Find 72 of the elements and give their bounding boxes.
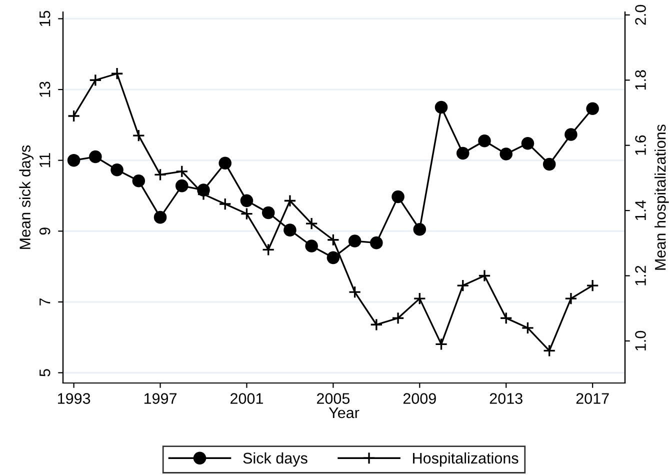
point: [521, 322, 534, 334]
point: [218, 198, 232, 210]
y2-tick-label: 1.0: [635, 330, 646, 350]
point: [110, 163, 124, 176]
point: [348, 234, 362, 248]
point: [370, 318, 383, 332]
point: [392, 190, 404, 204]
point: [370, 236, 383, 250]
point: [218, 156, 232, 170]
point: [305, 240, 318, 252]
legend-label: Hospitalizations: [413, 452, 518, 467]
point: [434, 100, 448, 114]
y2-tick-label: 1.4: [635, 200, 646, 220]
x-axis-title: Year: [328, 408, 360, 418]
y-tick-label: 7: [40, 298, 50, 306]
point: [262, 206, 275, 220]
point: [478, 134, 491, 148]
point: [154, 210, 167, 224]
point: [586, 102, 599, 116]
point: [262, 243, 275, 256]
point: [456, 146, 470, 160]
x-tick-label: 2005: [316, 393, 350, 404]
point: [132, 129, 146, 142]
point: [456, 279, 470, 292]
y-tick-label: 15: [40, 10, 50, 26]
point: [284, 194, 296, 208]
point: [89, 74, 102, 87]
point: [413, 222, 426, 236]
point: [500, 312, 513, 325]
point: [240, 207, 254, 220]
legend-label: Sick days: [243, 452, 308, 467]
point: [500, 148, 513, 160]
point: [478, 269, 491, 282]
y-tick-label: 9: [39, 228, 50, 235]
y2-axis-title: Mean hospitalizations: [654, 124, 669, 270]
point: [392, 312, 404, 325]
x-tick-label: 2001: [230, 393, 263, 404]
point: [434, 338, 448, 351]
point: [542, 158, 556, 171]
point: [110, 67, 124, 80]
x-tick-label: 1997: [144, 393, 176, 404]
point: [326, 233, 340, 246]
point: [564, 292, 578, 305]
point: [542, 344, 556, 358]
y-tick-label: 13: [39, 82, 50, 97]
point: [348, 286, 362, 298]
point: [305, 217, 318, 230]
point: [175, 165, 188, 178]
y2-tick-label: 1.6: [635, 135, 646, 155]
y2-tick-label: 2.0: [635, 4, 646, 25]
y-axis-title: Mean sick days: [19, 145, 34, 249]
point: [326, 251, 340, 264]
y2-tick-label: 1.8: [635, 70, 646, 90]
x-tick-label: 2013: [490, 393, 522, 404]
point: [67, 154, 80, 167]
point: [413, 292, 426, 305]
point: [240, 194, 254, 208]
point: [175, 179, 188, 192]
point: [132, 174, 146, 188]
point: [89, 150, 102, 164]
x-tick-label: 2009: [403, 393, 436, 404]
x-tick-label: 2017: [576, 393, 609, 404]
point: [67, 110, 80, 122]
y-tick-label: 5: [40, 369, 50, 376]
point: [284, 224, 296, 236]
point: [154, 168, 167, 182]
x-tick-label: 1993: [58, 393, 90, 404]
y-tick-label: 11: [40, 153, 50, 168]
y2-tick-label: 1.2: [635, 266, 646, 286]
point: [586, 279, 599, 292]
point: [564, 128, 578, 141]
point: [521, 136, 534, 150]
